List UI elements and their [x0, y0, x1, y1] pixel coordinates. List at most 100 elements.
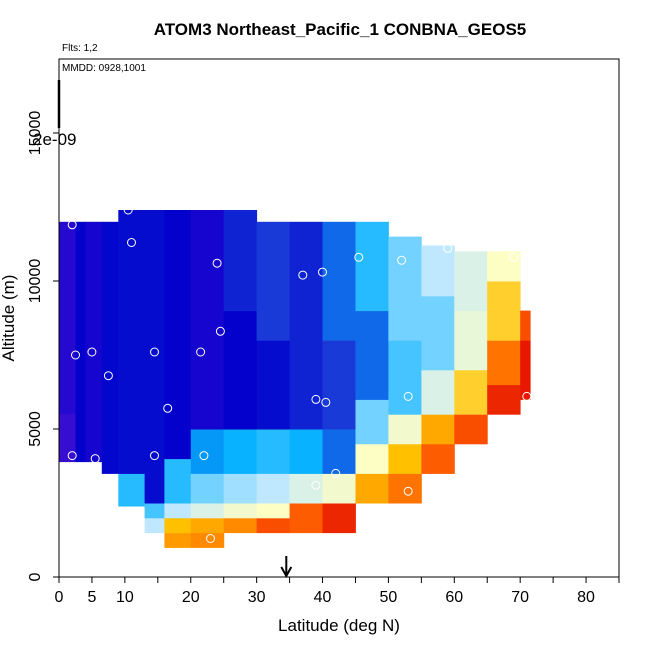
heatmap-cell [520, 340, 531, 400]
sample-point [196, 347, 206, 357]
x-tick-label: 80 [577, 589, 595, 606]
heatmap-cell [190, 429, 225, 474]
heatmap-cell [190, 473, 225, 504]
sample-point [354, 252, 364, 262]
heatmap-cell [164, 517, 192, 534]
x-tick-label: 50 [380, 589, 398, 606]
chart-title: ATOM3 Northeast_Pacific_1 CONBNA_GEOS5 [154, 20, 527, 39]
heatmap-cell [520, 310, 531, 341]
heatmap-cell [289, 429, 323, 474]
heatmap-cell [487, 281, 521, 341]
heatmap-cell [223, 503, 258, 519]
sample-point [87, 347, 97, 357]
heatmap-cell [223, 210, 258, 312]
heatmap-cell [322, 429, 356, 474]
heatmap-cell [256, 517, 290, 534]
x-tick-label: 20 [182, 589, 200, 606]
x-tick-label: 70 [511, 589, 529, 606]
heatmap-cell [164, 210, 192, 460]
heatmap-cell [223, 429, 258, 474]
sample-point [67, 451, 77, 461]
heatmap-cell [190, 210, 225, 430]
sample-point [522, 391, 532, 401]
heatmap-cell [487, 251, 521, 282]
heatmap-cell [487, 340, 521, 386]
sample-point [311, 480, 321, 490]
heatmap-cell [421, 245, 455, 297]
sample-point [321, 397, 331, 407]
heatmap-cell [118, 473, 146, 507]
heatmap-cell [223, 517, 258, 534]
sample-point [90, 454, 100, 464]
sample-point [443, 243, 453, 253]
heatmap-cell [164, 503, 192, 519]
sample-point [331, 468, 341, 478]
heatmap-cell [289, 473, 323, 504]
heatmap-cell [454, 414, 488, 445]
sample-point [206, 534, 215, 543]
heatmap-cell [101, 221, 119, 474]
sample-point [215, 326, 225, 336]
y-axis-label: Altitude (m) [0, 275, 18, 362]
sample-point [403, 486, 413, 496]
heatmap-cell [388, 414, 422, 445]
sample-point [163, 403, 173, 413]
heatmap-cell [118, 210, 146, 474]
sample-point [150, 347, 159, 357]
sample-point [311, 394, 321, 404]
y-axis: 0 5000 10000 15000 [27, 111, 59, 581]
heatmap-cell [355, 399, 389, 445]
x-tick-label: 0 [55, 589, 64, 606]
heatmap-cell [289, 503, 323, 534]
heatmap-cell [289, 221, 323, 430]
sample-point [318, 267, 327, 277]
x-tick-label: 10 [116, 589, 134, 606]
heatmap-cell [355, 473, 389, 504]
plot-frame [58, 58, 620, 578]
y-tick-label: 15000 [27, 111, 44, 156]
heatmap-cell [454, 310, 488, 371]
heatmap-cell [355, 443, 389, 474]
heatmap-cell [223, 310, 258, 430]
heatmap-cell [144, 517, 165, 534]
heatmap-cell [421, 369, 455, 415]
heatmap-cell [256, 221, 290, 341]
heatmap-cell [256, 340, 290, 430]
heatmap-cell [355, 221, 389, 312]
heatmap-cell [322, 473, 356, 504]
sample-point [127, 238, 136, 247]
heatmap-cell [454, 251, 488, 312]
heatmap-cell [322, 503, 356, 534]
heatmap-cell [190, 532, 225, 548]
heatmap-cell [164, 532, 192, 548]
heatmap-cell [85, 221, 103, 463]
sample-point [403, 391, 413, 401]
heatmap-cell [421, 443, 455, 474]
sample-point [212, 258, 222, 268]
colorbar-value-label: 2e-09 [33, 130, 76, 149]
heatmap-cell [144, 503, 165, 519]
heatmap-cell [322, 221, 356, 341]
heatmap-cell [388, 340, 422, 415]
sample-point [298, 270, 308, 280]
sample-point [150, 451, 159, 461]
heatmap-layer [59, 210, 531, 548]
heatmap-cell [355, 310, 389, 400]
y-tick-label: 0 [27, 572, 44, 581]
heatmap-cell [59, 221, 76, 415]
heatmap-cell [223, 473, 258, 504]
flights-label: Flts: 1,2 [62, 43, 98, 54]
heatmap-cell [59, 414, 76, 463]
heatmap-cell [421, 414, 455, 445]
sample-points-layer [67, 205, 532, 543]
sample-point [71, 350, 80, 360]
sample-point [103, 371, 113, 381]
heatmap-cell [454, 369, 488, 415]
sample-point [123, 205, 133, 215]
heatmap-cell [190, 517, 225, 534]
x-tick-label: 30 [248, 589, 266, 606]
y-tick-label: 5000 [27, 411, 44, 447]
sample-point [67, 220, 77, 230]
heatmap-cell [256, 503, 290, 519]
